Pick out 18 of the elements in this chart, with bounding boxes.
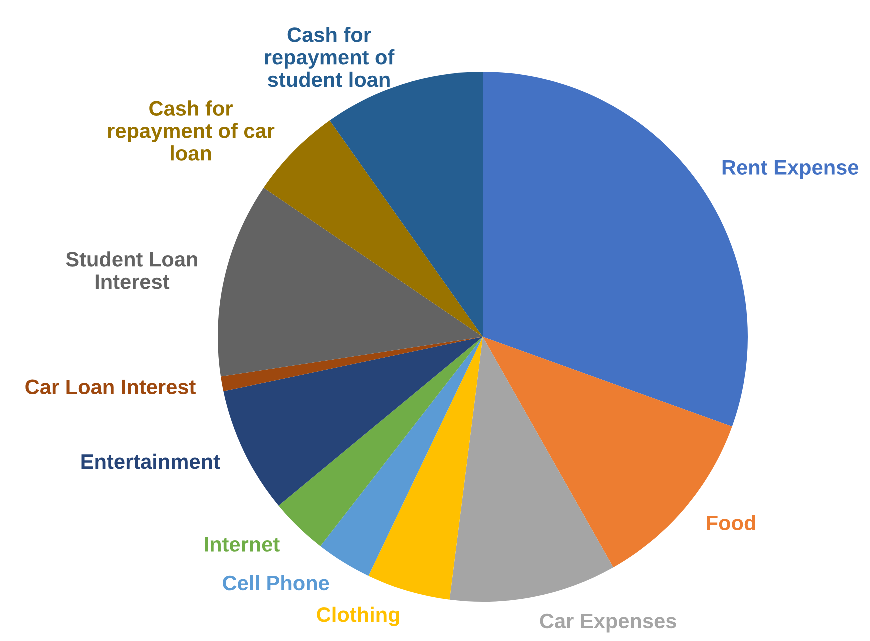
pie-slice [221,337,483,392]
slice-label: Car Loan Interest [26,380,196,395]
pie-slice [224,337,483,506]
slice-label: Student Loan Interest [66,252,198,290]
slice-label: Internet [205,537,280,552]
slice-label: Food [707,515,756,531]
slice-label: Cell Phone [223,575,330,591]
slice-label: Entertainment [82,454,220,470]
slice-label: Cash for repayment of student loan [265,27,395,88]
slice-label: Clothing [317,606,400,626]
pie-slice [320,337,483,576]
pie-slice [278,337,483,546]
slice-label: Car Expenses [540,614,676,633]
pie-slice [450,337,614,602]
slice-label: Rent Expense [722,160,859,180]
slice-label: Cash for repayment of car loan [108,100,275,161]
pie-slice [368,337,483,600]
pie-slice [218,188,483,377]
